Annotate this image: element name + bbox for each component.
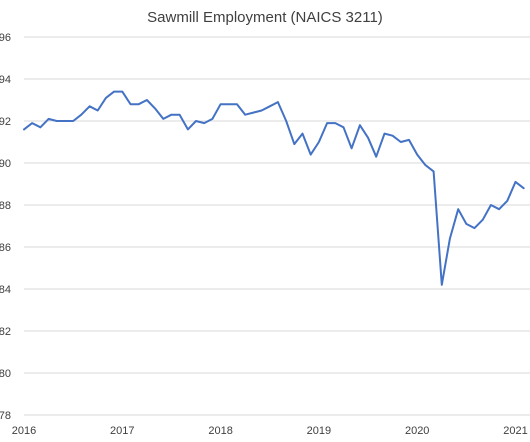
chart-title: Sawmill Employment (NAICS 3211)	[147, 9, 383, 26]
y-tick-label: 96	[0, 32, 11, 44]
x-tick-label: 2017	[110, 425, 134, 437]
x-tick-label: 2021	[503, 425, 527, 437]
y-tick-label: 88	[0, 200, 11, 212]
series-line-0	[23, 90, 525, 286]
y-tick-label: 84	[0, 284, 11, 296]
x-tick-label: 2016	[12, 425, 36, 437]
y-axis-tick-labels: 78 80 82 84 86 88 90 92 94 96	[0, 32, 11, 422]
y-tick-label: 90	[0, 158, 11, 170]
y-tick-label: 80	[0, 368, 11, 380]
x-tick-label: 2020	[405, 425, 429, 437]
series-group	[23, 90, 525, 286]
x-axis-tick-labels: 2016 2017 2018 2019 2020 2021	[12, 425, 528, 437]
y-tick-label: 94	[0, 74, 11, 86]
y-tick-label: 86	[0, 242, 11, 254]
y-tick-label: 92	[0, 116, 11, 128]
gridlines	[24, 36, 530, 416]
x-tick-label: 2018	[208, 425, 232, 437]
y-tick-label: 82	[0, 326, 11, 338]
x-tick-label: 2019	[307, 425, 331, 437]
y-tick-label: 78	[0, 410, 11, 422]
